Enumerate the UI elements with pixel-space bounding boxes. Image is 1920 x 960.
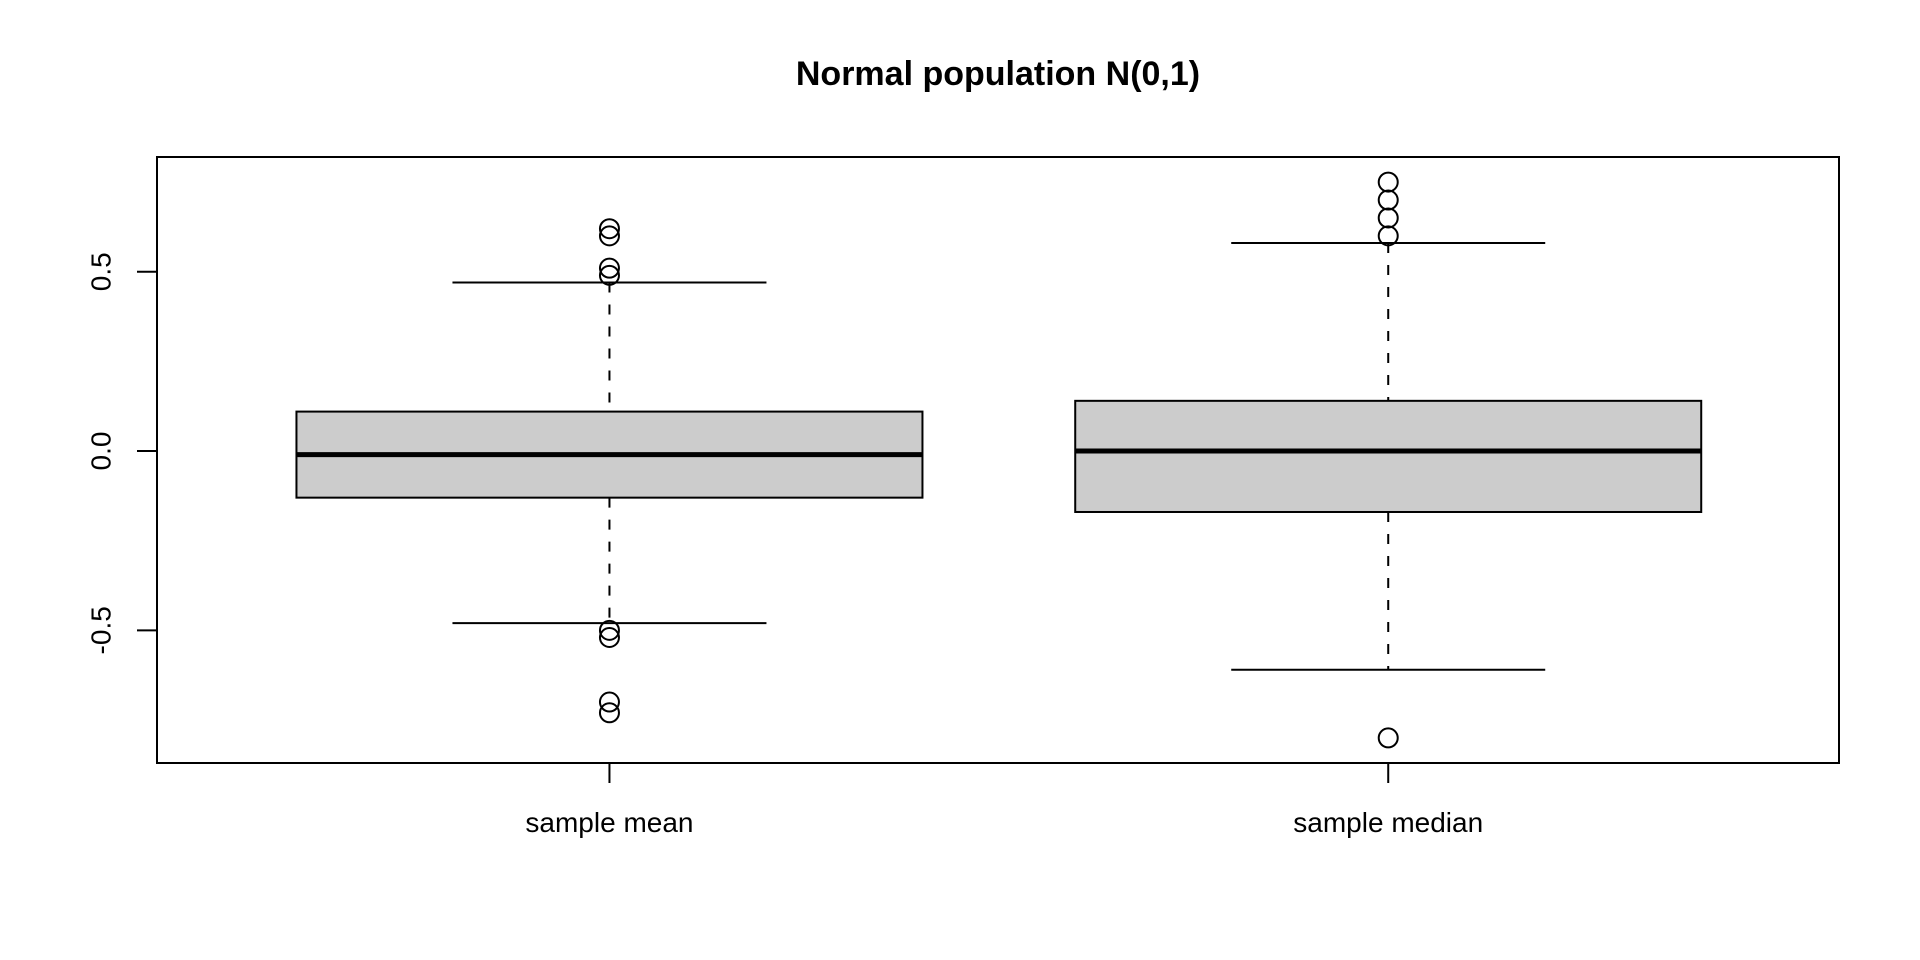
boxplot-sample-median: sample median bbox=[1074, 171, 1703, 838]
x-tick-label-sample-median: sample median bbox=[1293, 807, 1483, 838]
outlier-point bbox=[598, 619, 620, 641]
outlier-point bbox=[598, 626, 620, 648]
boxplot-sample-mean: sample mean bbox=[295, 218, 924, 838]
y-tick-label: 0.0 bbox=[85, 432, 116, 471]
y-tick-label: -0.5 bbox=[85, 606, 116, 654]
x-tick-label-sample-mean: sample mean bbox=[525, 807, 693, 838]
outlier-point bbox=[1377, 207, 1399, 229]
outlier-point bbox=[598, 218, 620, 240]
outlier-point bbox=[598, 225, 620, 247]
outlier-point bbox=[1377, 727, 1399, 749]
chart-title: Normal population N(0,1) bbox=[795, 55, 1201, 93]
y-tick-label: 0.5 bbox=[85, 252, 116, 291]
outlier-point bbox=[1377, 189, 1399, 211]
outlier-point bbox=[1377, 225, 1399, 247]
plot-frame bbox=[156, 156, 1840, 764]
outlier-point bbox=[1377, 171, 1399, 193]
outlier-point bbox=[598, 691, 620, 713]
outlier-point bbox=[598, 702, 620, 724]
iqr-box bbox=[1074, 399, 1703, 513]
outlier-point bbox=[598, 264, 620, 286]
outlier-point bbox=[598, 257, 620, 279]
